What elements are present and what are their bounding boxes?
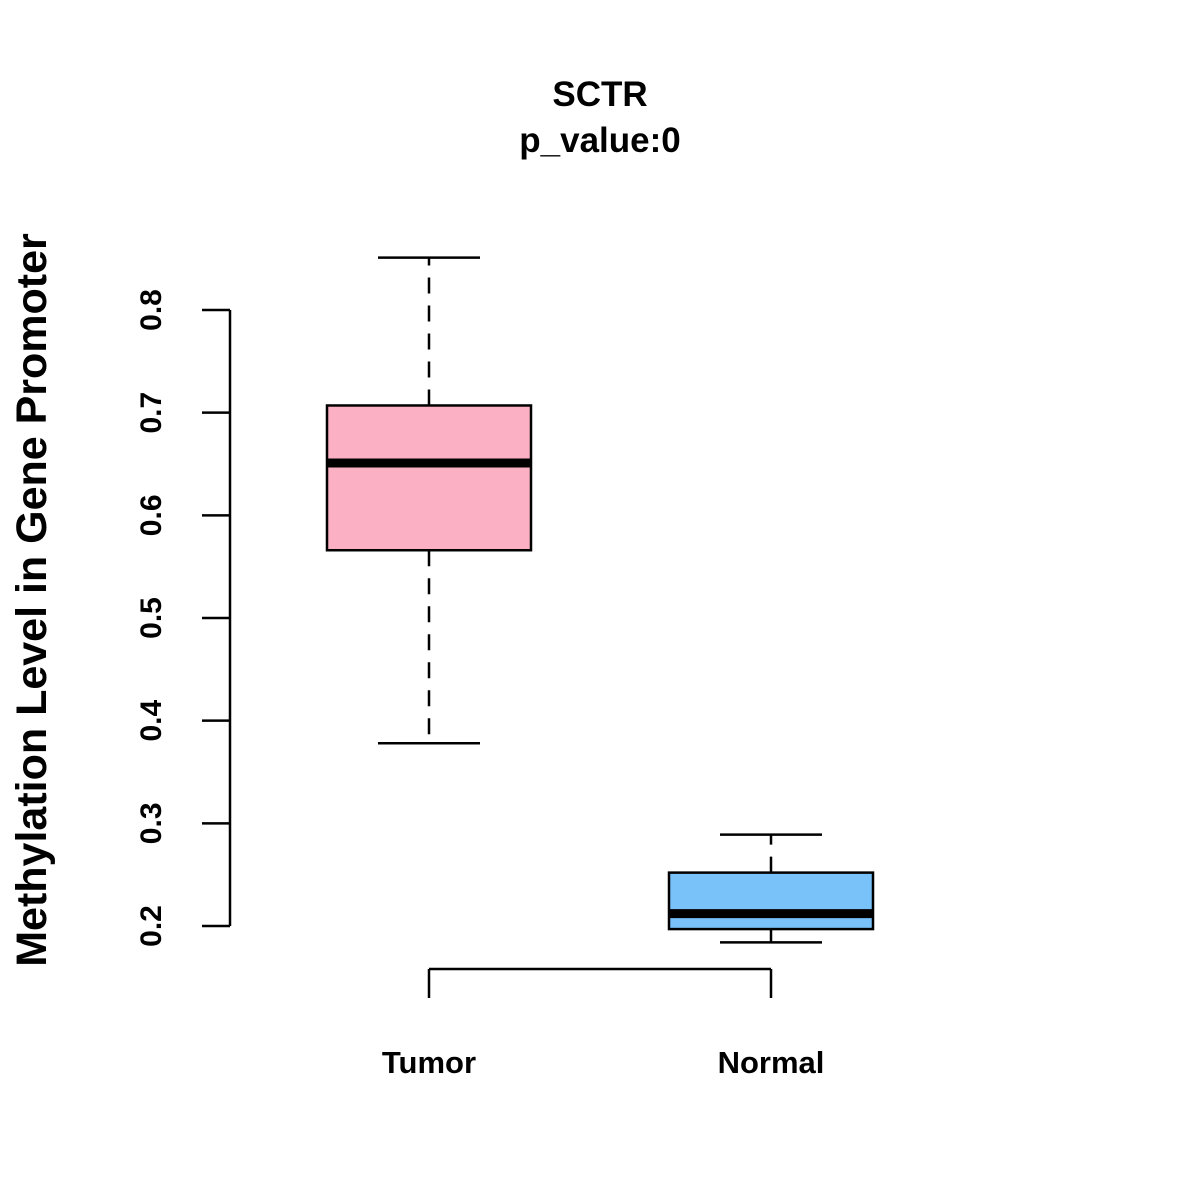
y-tick-label-4: 0.6: [135, 494, 168, 536]
y-tick-label-3: 0.5: [135, 597, 168, 639]
y-tick-label-0: 0.2: [135, 905, 168, 947]
y-axis-label: Methylation Level in Gene Promoter: [8, 233, 56, 967]
chart-subtitle: p_value:0: [519, 121, 680, 160]
box-normal: [667, 833, 875, 944]
x-tick-label-0: Tumor: [382, 1045, 476, 1080]
y-axis: 0.2 0.3 0.4 0.5 0.6 0.7 0.8: [135, 289, 232, 947]
y-tick-label-1: 0.3: [135, 802, 168, 844]
chart-title: SCTR: [552, 75, 647, 114]
y-tick-label-5: 0.7: [135, 392, 168, 434]
box-body: [667, 871, 875, 931]
box-tumor: [325, 256, 533, 745]
boxes-group: [325, 256, 875, 944]
x-tick-label-1: Normal: [718, 1045, 825, 1080]
x-axis: Tumor Normal: [382, 967, 825, 1080]
box-body: [325, 404, 533, 552]
y-tick-label-6: 0.8: [135, 289, 168, 331]
y-tick-label-2: 0.4: [135, 700, 168, 742]
